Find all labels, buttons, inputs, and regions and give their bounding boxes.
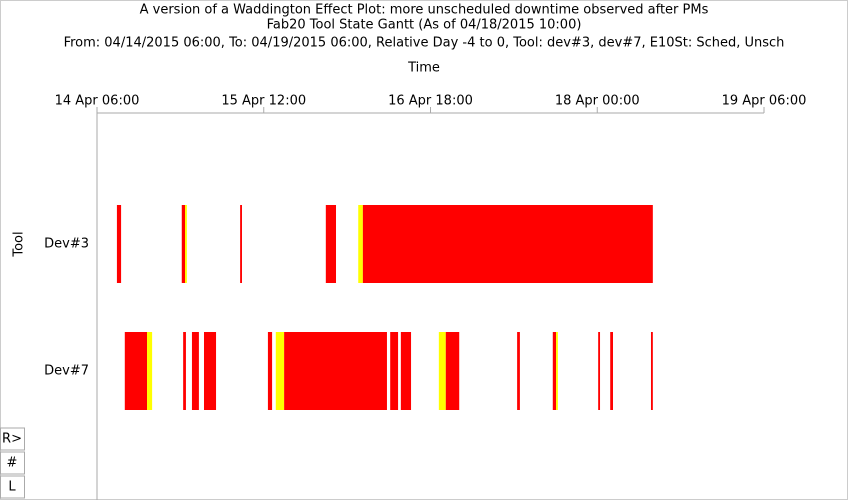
control-label[interactable]: L (8, 480, 16, 495)
x-tick-label: 15 Apr 12:00 (221, 94, 306, 109)
gantt-segment (556, 332, 558, 410)
x-axis-label: Time (407, 61, 440, 76)
y-tick-label: Dev#7 (44, 364, 89, 379)
gantt-segment (267, 332, 273, 410)
gantt-segment (598, 332, 601, 410)
x-tick-label: 18 Apr 00:00 (555, 94, 640, 109)
y-tick-label: Dev#3 (44, 237, 89, 252)
gantt-segment (552, 332, 557, 410)
control-label[interactable]: # (7, 456, 18, 471)
gantt-segment (183, 332, 186, 410)
control-button[interactable] (0, 475, 25, 499)
gantt-segment (362, 205, 653, 283)
control-button[interactable] (0, 451, 25, 475)
gantt-segment (325, 205, 337, 283)
gantt-segment (610, 332, 613, 410)
filter-text: From: 04/14/2015 06:00, To: 04/19/2015 0… (64, 36, 785, 51)
gantt-segment (181, 205, 186, 283)
chart-subtitle: Fab20 Tool State Gantt (As of 04/18/2015… (267, 18, 582, 33)
gantt-segment (240, 205, 242, 283)
gantt-segment (191, 332, 199, 410)
gantt-segment (185, 205, 187, 283)
gantt-segment (116, 205, 122, 283)
gantt-segment (438, 332, 446, 410)
control-label[interactable]: R> (2, 432, 22, 447)
gantt-segment (517, 332, 520, 410)
gantt-segment (400, 332, 412, 410)
x-tick-label: 19 Apr 06:00 (722, 94, 807, 109)
gantt-segment (275, 332, 285, 410)
x-tick-label: 16 Apr 18:00 (388, 94, 473, 109)
gantt-segment (147, 332, 153, 410)
chart-title: A version of a Waddington Effect Plot: m… (140, 3, 709, 18)
gantt-segment (124, 332, 148, 410)
gantt-segment (445, 332, 460, 410)
x-tick-label: 14 Apr 06:00 (55, 94, 140, 109)
gantt-segment (284, 332, 387, 410)
y-axis-label: Tool (12, 231, 27, 257)
gantt-segment (203, 332, 217, 410)
gantt-segment (390, 332, 399, 410)
gantt-segment (650, 332, 653, 410)
gantt-segment (358, 205, 363, 283)
control-button[interactable] (0, 427, 25, 451)
